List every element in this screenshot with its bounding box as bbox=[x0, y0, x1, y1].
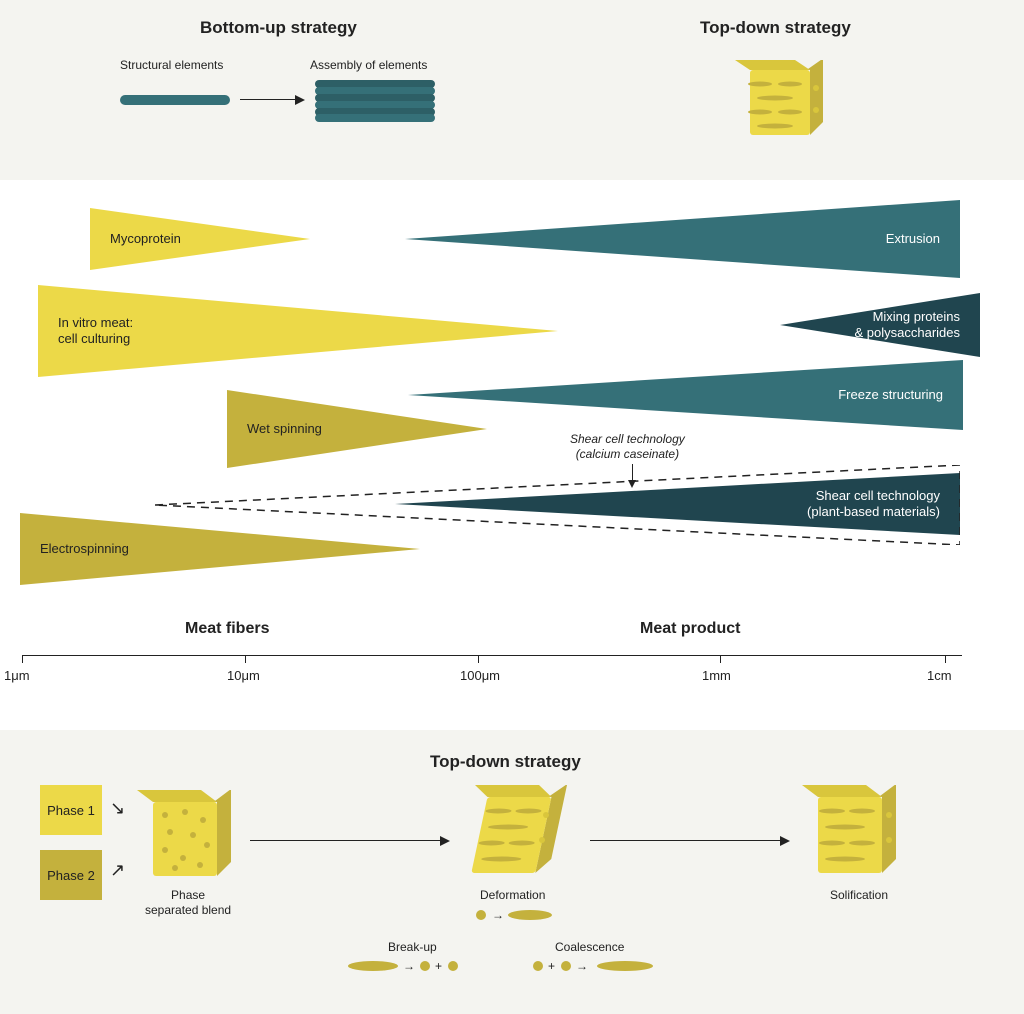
deformation-mini-icon: → bbox=[475, 907, 575, 928]
top-down-heading: Top-down strategy bbox=[700, 18, 851, 38]
shear-note-arrow-head-icon bbox=[628, 480, 636, 488]
bottom-heading: Top-down strategy bbox=[430, 752, 581, 772]
axis-line bbox=[22, 655, 962, 656]
arrow-structural-to-assembly bbox=[240, 99, 295, 100]
arrow-to-deformation bbox=[250, 840, 440, 841]
shear-note: Shear cell technology (calcium caseinate… bbox=[570, 432, 685, 462]
panel-bottom: Top-down strategy Phase 1 Phase 2 ↘ ↗ Ph… bbox=[0, 730, 1024, 1014]
arrow-head-solification-icon bbox=[780, 836, 790, 846]
bottom-up-heading: Bottom-up strategy bbox=[200, 18, 357, 38]
phase1-arrow-icon: ↘ bbox=[110, 798, 125, 819]
svg-text:→: → bbox=[576, 959, 588, 973]
phase-blend-label: Phase separated blend bbox=[145, 888, 231, 918]
triangle-label-mixing: Mixing proteins & polysaccharides bbox=[855, 309, 961, 342]
deformation-cube-icon bbox=[462, 785, 572, 890]
axis-tick bbox=[478, 655, 479, 663]
breakup-label: Break-up bbox=[388, 940, 437, 954]
arrow-to-solification bbox=[590, 840, 780, 841]
triangle-extrusion bbox=[405, 200, 960, 278]
triangle-label-wetspin: Wet spinning bbox=[247, 421, 322, 437]
axis-tick bbox=[945, 655, 946, 663]
phase-blend-cube-icon bbox=[135, 790, 235, 890]
structural-elements-label: Structural elements bbox=[120, 58, 223, 72]
phase1-box: Phase 1 bbox=[40, 785, 102, 835]
phase2-arrow-icon: ↗ bbox=[110, 860, 125, 881]
triangle-label-extrusion: Extrusion bbox=[886, 231, 940, 247]
triangle-label-freeze: Freeze structuring bbox=[838, 387, 943, 403]
axis-tick bbox=[720, 655, 721, 663]
axis-category-right: Meat product bbox=[640, 620, 740, 638]
svg-text:→: → bbox=[403, 959, 415, 973]
axis-tick-label: 1cm bbox=[927, 668, 952, 683]
axis-tick-label: 10μm bbox=[227, 668, 260, 683]
axis-tick-label: 1μm bbox=[4, 668, 30, 683]
svg-text:+: + bbox=[548, 959, 555, 973]
panel-middle: Mycoprotein Extrusion In vitro meat: cell … bbox=[0, 180, 1024, 730]
shear-note-arrow-line bbox=[632, 464, 633, 480]
coalescence-label: Coalescence bbox=[555, 940, 624, 954]
axis-tick-label: 100μm bbox=[460, 668, 500, 683]
coalescence-mini-icon: + → bbox=[530, 958, 710, 979]
triangle-label-electrospin: Electrospinning bbox=[40, 541, 129, 557]
arrow-head-icon bbox=[295, 95, 305, 105]
axis-category-left: Meat fibers bbox=[185, 620, 269, 638]
phase2-label: Phase 2 bbox=[47, 868, 95, 883]
deformation-label: Deformation bbox=[480, 888, 545, 902]
axis-tick bbox=[22, 655, 23, 663]
solification-cube-icon bbox=[800, 785, 900, 885]
svg-text:+: + bbox=[435, 959, 442, 973]
breakup-mini-icon: → + bbox=[345, 958, 505, 979]
rod-icon bbox=[120, 95, 230, 105]
arrow-head-deformation-icon bbox=[440, 836, 450, 846]
panel-top: Bottom-up strategy Top-down strategy Str… bbox=[0, 0, 1024, 180]
phase1-label: Phase 1 bbox=[47, 803, 95, 818]
triangle-label-mycoprotein: Mycoprotein bbox=[110, 231, 181, 247]
cube-icon bbox=[735, 60, 815, 140]
axis-tick-label: 1mm bbox=[702, 668, 731, 683]
triangle-label-invitro: In vitro meat: cell culturing bbox=[58, 315, 133, 348]
dashed-triangle bbox=[155, 465, 960, 545]
rod-bundle-icon bbox=[315, 80, 435, 120]
assembly-label: Assembly of elements bbox=[310, 58, 427, 72]
svg-text:→: → bbox=[492, 908, 504, 922]
phase2-box: Phase 2 bbox=[40, 850, 102, 900]
axis-tick bbox=[245, 655, 246, 663]
solification-label: Solification bbox=[830, 888, 888, 902]
